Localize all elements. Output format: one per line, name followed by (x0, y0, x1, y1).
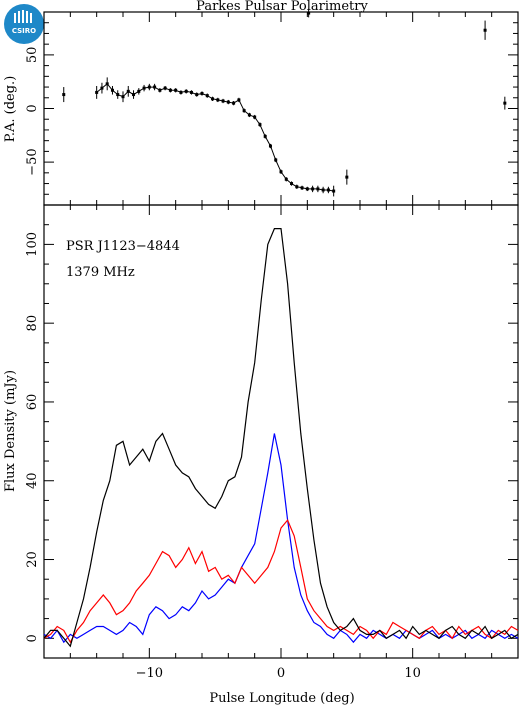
pa-point (345, 175, 349, 179)
pa-point (163, 86, 167, 90)
x-tick-label: −10 (136, 666, 163, 681)
pa-point (195, 93, 199, 97)
chart-title: Parkes Pulsar Polarimetry (196, 0, 368, 14)
profile-y-tick-label: 80 (25, 315, 40, 332)
pa-y-tick-label: 50 (25, 47, 40, 64)
csiro-logo-text: CSIRO (12, 27, 36, 35)
pa-point (332, 189, 336, 193)
pa-point (105, 82, 109, 86)
profile-y-tick-label: 0 (25, 634, 40, 642)
pa-point (326, 188, 330, 192)
pa-axis-ticks: −50 0 50 (25, 11, 519, 206)
pa-point (311, 187, 315, 191)
pa-point (226, 100, 230, 104)
pa-point (300, 186, 304, 190)
pa-point (121, 95, 125, 99)
pa-point (274, 158, 278, 162)
pa-point (305, 187, 309, 191)
pa-point (307, 11, 311, 15)
pa-point (174, 88, 178, 92)
pa-point (179, 90, 183, 94)
pa-point (158, 88, 162, 92)
pa-panel-frame (43, 11, 519, 206)
profile-series (43, 228, 519, 648)
pa-point (200, 91, 204, 95)
profile-panel: 0 20 40 60 80 100 −10 0 10 PSR J1123−4844 1379 M… (3, 204, 519, 681)
pa-point (189, 90, 193, 94)
pa-point (279, 170, 283, 174)
profile-series-line (43, 228, 519, 648)
pa-point (221, 99, 225, 103)
profile-y-tick-label: 20 (25, 551, 40, 568)
pa-point (268, 144, 272, 148)
pa-point (290, 182, 294, 186)
flux-y-axis-label: Flux Density (mJy) (3, 370, 18, 492)
pa-point (237, 98, 241, 102)
pa-point (316, 187, 320, 191)
x-axis-label: Pulse Longitude (deg) (209, 691, 354, 706)
pa-point (242, 109, 246, 113)
frequency-label: 1379 MHz (66, 265, 135, 280)
pa-point (147, 85, 151, 89)
x-tick-label: 10 (404, 666, 421, 681)
pa-y-tick-label: −50 (25, 148, 40, 175)
profile-series-line (43, 433, 519, 644)
pa-point (232, 101, 236, 105)
pa-point (62, 93, 66, 97)
pa-point (168, 88, 172, 92)
pa-point (216, 98, 220, 102)
pa-point (95, 90, 99, 94)
x-tick-label: 0 (277, 666, 285, 681)
profile-y-tick-label: 40 (25, 472, 40, 489)
pa-point (132, 93, 136, 97)
pa-point (142, 86, 146, 90)
profile-series-line (43, 518, 519, 644)
pulsar-name-label: PSR J1123−4844 (66, 239, 180, 254)
pa-point (258, 123, 262, 127)
pa-point (110, 88, 114, 92)
pa-point (126, 89, 130, 93)
pa-point (503, 101, 507, 105)
pa-point (253, 115, 257, 119)
pa-point (137, 89, 141, 93)
pa-points (62, 8, 507, 197)
pa-point (483, 28, 487, 32)
csiro-logo: CSIRO (4, 4, 44, 44)
pa-curve (96, 83, 334, 192)
pa-point (100, 86, 104, 90)
pa-point (284, 177, 288, 181)
pa-point (205, 94, 209, 98)
pa-point (153, 85, 157, 89)
pa-y-tick-label: 0 (25, 104, 40, 112)
profile-y-tick-label: 100 (25, 232, 40, 257)
pa-point (211, 97, 215, 101)
profile-y-tick-label: 60 (25, 394, 40, 411)
pa-point (247, 113, 251, 117)
profile-axis-ticks: 0 20 40 60 80 100 −10 0 10 (25, 204, 519, 681)
pa-point (321, 188, 325, 192)
pa-point (295, 185, 299, 189)
csiro-logo-mark (14, 10, 32, 23)
pa-y-axis-label: P.A. (deg.) (3, 76, 18, 143)
pa-panel: −50 0 50 P.A. (deg.) (3, 8, 519, 206)
pa-point (263, 134, 267, 138)
pa-point (184, 89, 188, 93)
pa-point (116, 93, 120, 97)
